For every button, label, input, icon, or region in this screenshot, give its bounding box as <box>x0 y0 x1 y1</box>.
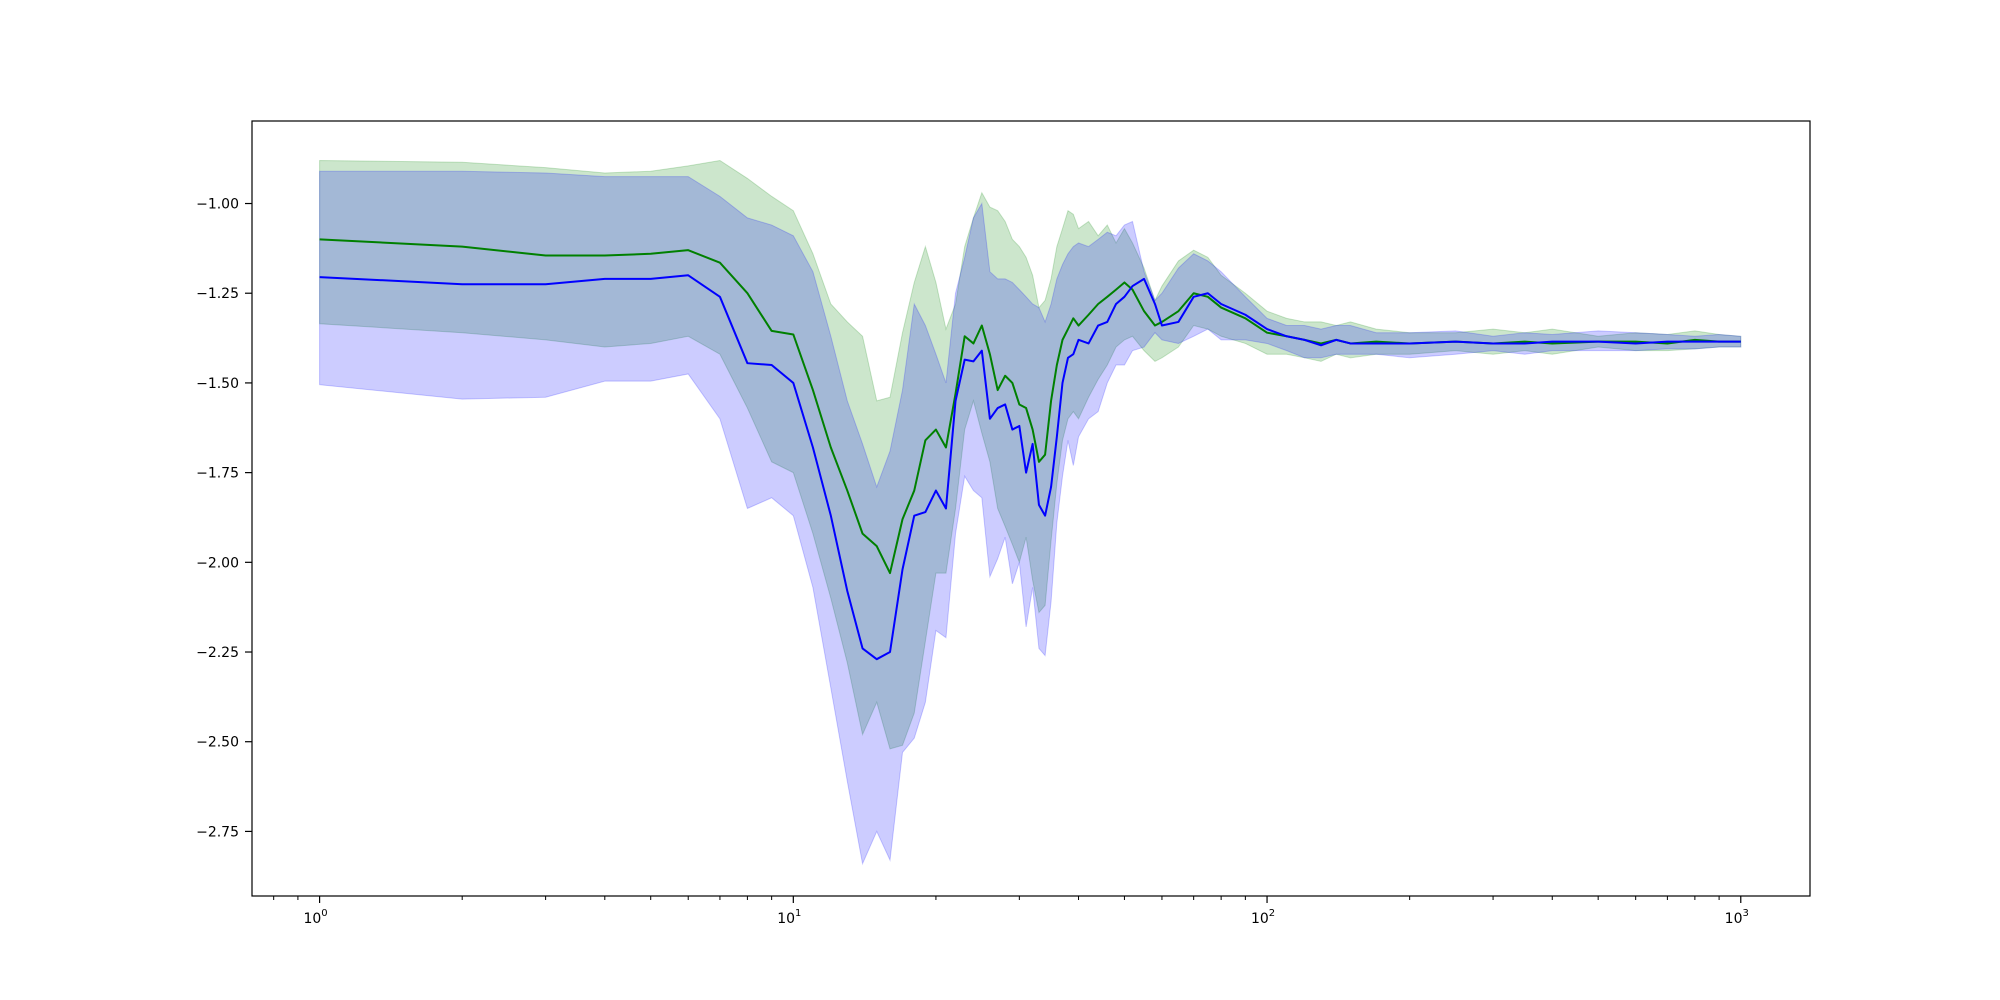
y-tick-label-2: −1.50 <box>196 376 239 392</box>
series-2-line <box>319 274 1741 661</box>
y-tick-label-3: −1.75 <box>196 466 239 482</box>
plot-frame <box>251 120 1811 897</box>
y-tick-label-6: −2.50 <box>196 735 239 751</box>
y-axis: −1.00 −1.25 −1.50 −1.75 −2.00 −2.25 −2.50 −2.75 <box>196 197 252 840</box>
series-lines <box>319 238 1741 661</box>
y-tick-label-7: −2.75 <box>196 824 239 840</box>
y-tick-label-4: −2.00 <box>196 555 239 571</box>
y-tick-label-0: −1.00 <box>196 197 239 213</box>
y-tick-label-5: −2.25 <box>196 645 239 661</box>
y-tick-label-1: −1.25 <box>196 286 239 302</box>
